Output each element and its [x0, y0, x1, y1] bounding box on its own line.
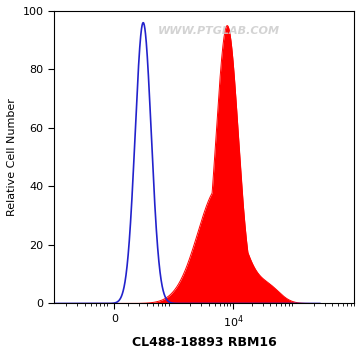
- Text: WWW.PTGLAB.COM: WWW.PTGLAB.COM: [158, 26, 280, 36]
- X-axis label: CL488-18893 RBM16: CL488-18893 RBM16: [132, 336, 277, 349]
- Y-axis label: Relative Cell Number: Relative Cell Number: [7, 98, 17, 216]
